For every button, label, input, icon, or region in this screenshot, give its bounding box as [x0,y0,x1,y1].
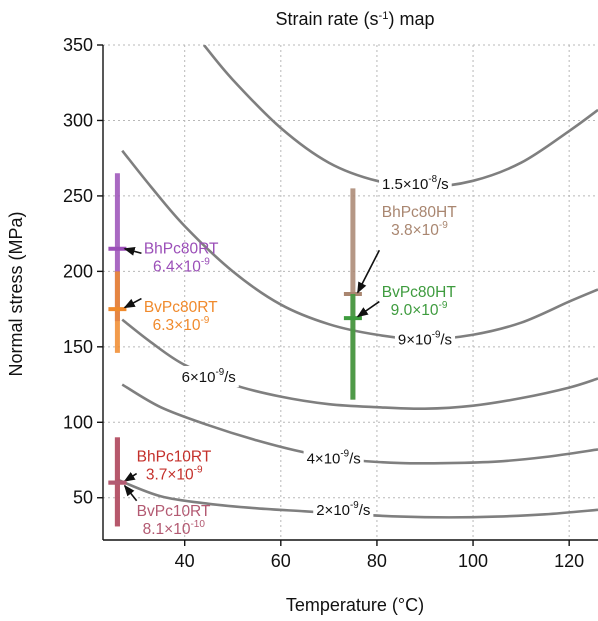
svg-text:1.5×10-8/s: 1.5×10-8/s [382,174,449,193]
sample-rate-label: 9.0×10-9 [391,300,448,319]
svg-text:6×10-9/s: 6×10-9/s [182,367,236,386]
contour-line [121,318,598,411]
chart-title: Strain rate (s-1) map [276,9,435,29]
sample-rate-label: 6.4×10-9 [153,256,210,275]
x-tick-label: 80 [367,551,387,571]
y-tick-label: 350 [63,35,93,55]
x-tick-label: 120 [554,551,584,571]
y-axis-label: Normal stress (MPa) [6,211,26,376]
sample-name-label: BhPc80HT [382,204,457,221]
x-tick-label: 60 [271,551,291,571]
y-tick-label: 150 [63,337,93,357]
sample-arrow [356,300,380,318]
sample-name-label: BvPc80HT [382,284,457,301]
sample-rate-label: 8.1×10-10 [143,519,206,538]
contour-label: 6×10-9/s [178,366,239,388]
sample-arrow [123,471,138,482]
sample-arrow [123,247,142,256]
sample-markers: BhPc80RT6.4×10-9BvPc80RT6.3×10-9BhPc80HT… [108,173,457,538]
sample-name-label: BhPc10RT [137,449,212,466]
sample-name-label: BvPc10RT [137,503,211,520]
contour-line [202,45,598,189]
y-tick-label: 100 [63,412,93,432]
sample-rate-label: 3.7×10-9 [146,465,203,484]
y-tick-label: 200 [63,261,93,281]
x-axis-label: Temperature (°C) [286,595,424,615]
svg-text:2×10-9/s: 2×10-9/s [316,500,370,519]
y-tick-label: 300 [63,110,93,130]
sample-name-label: BvPc80RT [144,299,218,316]
x-tick-label: 40 [175,551,195,571]
sample-arrow [123,484,138,502]
contour-label: 1.5×10-8/s [379,172,452,194]
sample-arrow [356,249,381,294]
contour-label: 9×10-9/s [394,328,456,350]
sample-arrow [123,297,142,309]
axes: 50 100 150 200 250 300 350 40 60 80 100 120 [63,35,598,571]
sample-rate-label: 3.8×10-9 [391,220,448,239]
y-tick-label: 50 [73,488,93,508]
contour-label: 4×10-9/s [303,447,364,469]
x-tick-label: 100 [458,551,488,571]
sample-name-label: BhPc80RT [144,240,219,257]
contour-label: 2×10-9/s [313,498,374,520]
contour-line [121,149,598,341]
svg-text:4×10-9/s: 4×10-9/s [307,449,361,468]
svg-text:9×10-9/s: 9×10-9/s [398,329,452,348]
contour-lines: 2×10-9/s 4×10-9/s 6×10-9/s 9×10-9/s 1.5×10-8… [116,45,598,520]
y-tick-label: 250 [63,186,93,206]
sample-rate-label: 6.3×10-9 [153,315,210,334]
